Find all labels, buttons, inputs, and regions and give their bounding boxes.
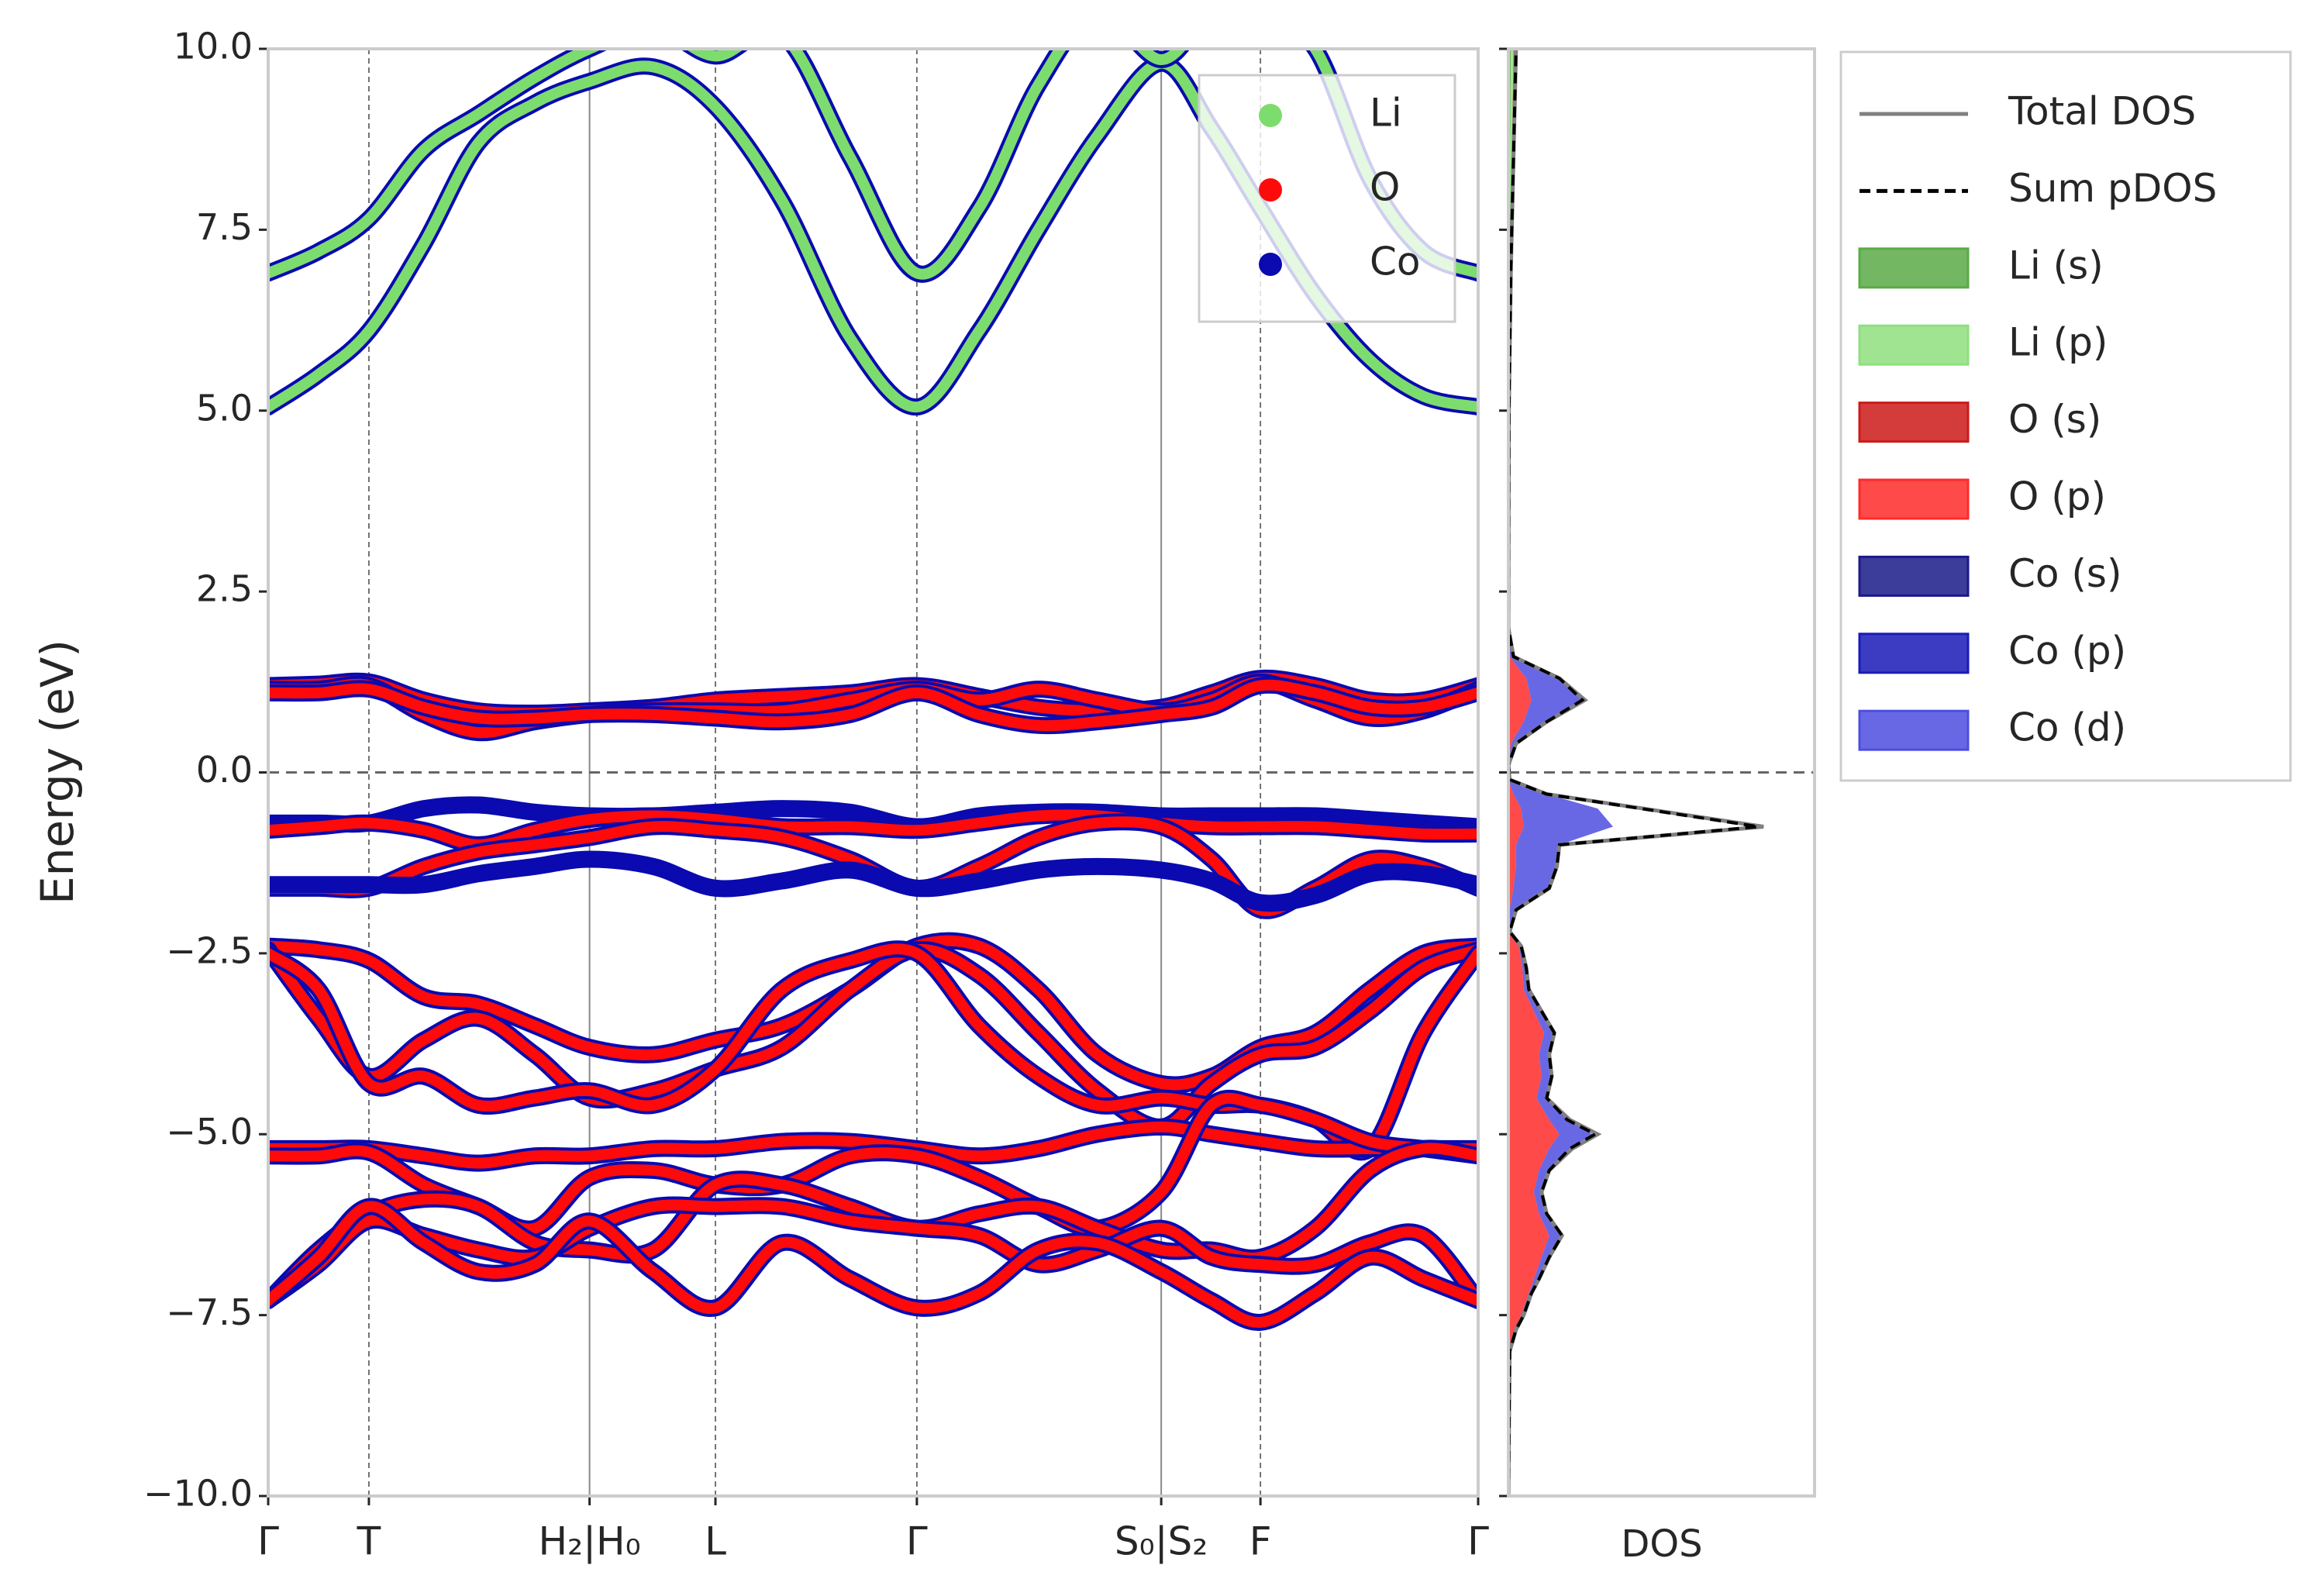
band-line	[268, 1199, 1478, 1306]
legend-label: Li (p)	[2008, 320, 2108, 365]
legend-marker	[1259, 178, 1282, 202]
legend-patch	[1858, 478, 1970, 520]
band-line	[268, 853, 1478, 909]
axes-frame	[267, 47, 1480, 1498]
band-line	[268, 943, 1478, 1132]
y-tick-label: 10.0	[174, 26, 253, 67]
legend-label: Total DOS	[2008, 89, 2196, 134]
legend-label: Li (s)	[2008, 243, 2104, 288]
band-line	[268, 49, 1478, 280]
legend-patch	[1858, 709, 1970, 751]
legend-label: Co (d)	[2008, 705, 2126, 750]
legend-patch	[1858, 324, 1970, 366]
legend-patch	[1858, 247, 1970, 289]
bands	[268, 49, 1478, 1331]
band-line	[268, 1121, 1478, 1169]
legend-label: O (p)	[2008, 474, 2106, 519]
legend-patch	[1858, 633, 1970, 674]
legend-label: Co (p)	[2008, 628, 2126, 673]
legend-marker	[1259, 104, 1282, 127]
band-line	[268, 809, 1478, 850]
legend-label: Sum pDOS	[2008, 166, 2217, 211]
x-tick-label: Γ	[257, 1519, 279, 1564]
x-tick-label: T	[357, 1519, 381, 1564]
dos-area	[1508, 49, 1560, 1496]
legend-patch	[1858, 555, 1970, 597]
x-tick-label: H₂|H₀	[539, 1519, 641, 1564]
legend-marker	[1259, 253, 1282, 276]
legend-label: Co	[1370, 240, 1421, 284]
legend-label: O	[1370, 165, 1400, 210]
y-tick-label: 2.5	[196, 568, 253, 610]
y-tick-label: −7.5	[166, 1291, 253, 1333]
x-tick-label: S₀|S₂	[1115, 1519, 1208, 1564]
y-tick-label: 0.0	[196, 749, 253, 791]
legend-label: Co (s)	[2008, 551, 2121, 596]
band-line	[268, 799, 1478, 832]
y-tick-label: 7.5	[196, 206, 253, 248]
x-axis-label: DOS	[1621, 1522, 1702, 1566]
axes-frame	[1507, 47, 1816, 1498]
y-tick-label: 5.0	[196, 387, 253, 429]
band-line	[268, 1201, 1478, 1328]
dos-area	[1508, 49, 1613, 1496]
y-axis-label: Energy (eV)	[31, 639, 84, 905]
legend-label: Li	[1370, 91, 1402, 136]
dos-line	[1508, 49, 1759, 1496]
x-tick-label: Γ	[1467, 1519, 1489, 1564]
x-tick-label: Γ	[906, 1519, 928, 1564]
x-tick-label: L	[705, 1519, 726, 1564]
legend-label: O (s)	[2008, 397, 2101, 442]
legend-box	[1198, 74, 1456, 323]
band-line	[268, 679, 1478, 732]
y-tick-label: −10.0	[143, 1473, 253, 1515]
y-tick-label: −2.5	[166, 929, 253, 971]
y-tick-label: −5.0	[166, 1111, 253, 1153]
legend-patch	[1858, 402, 1970, 443]
x-tick-label: F	[1249, 1519, 1272, 1564]
